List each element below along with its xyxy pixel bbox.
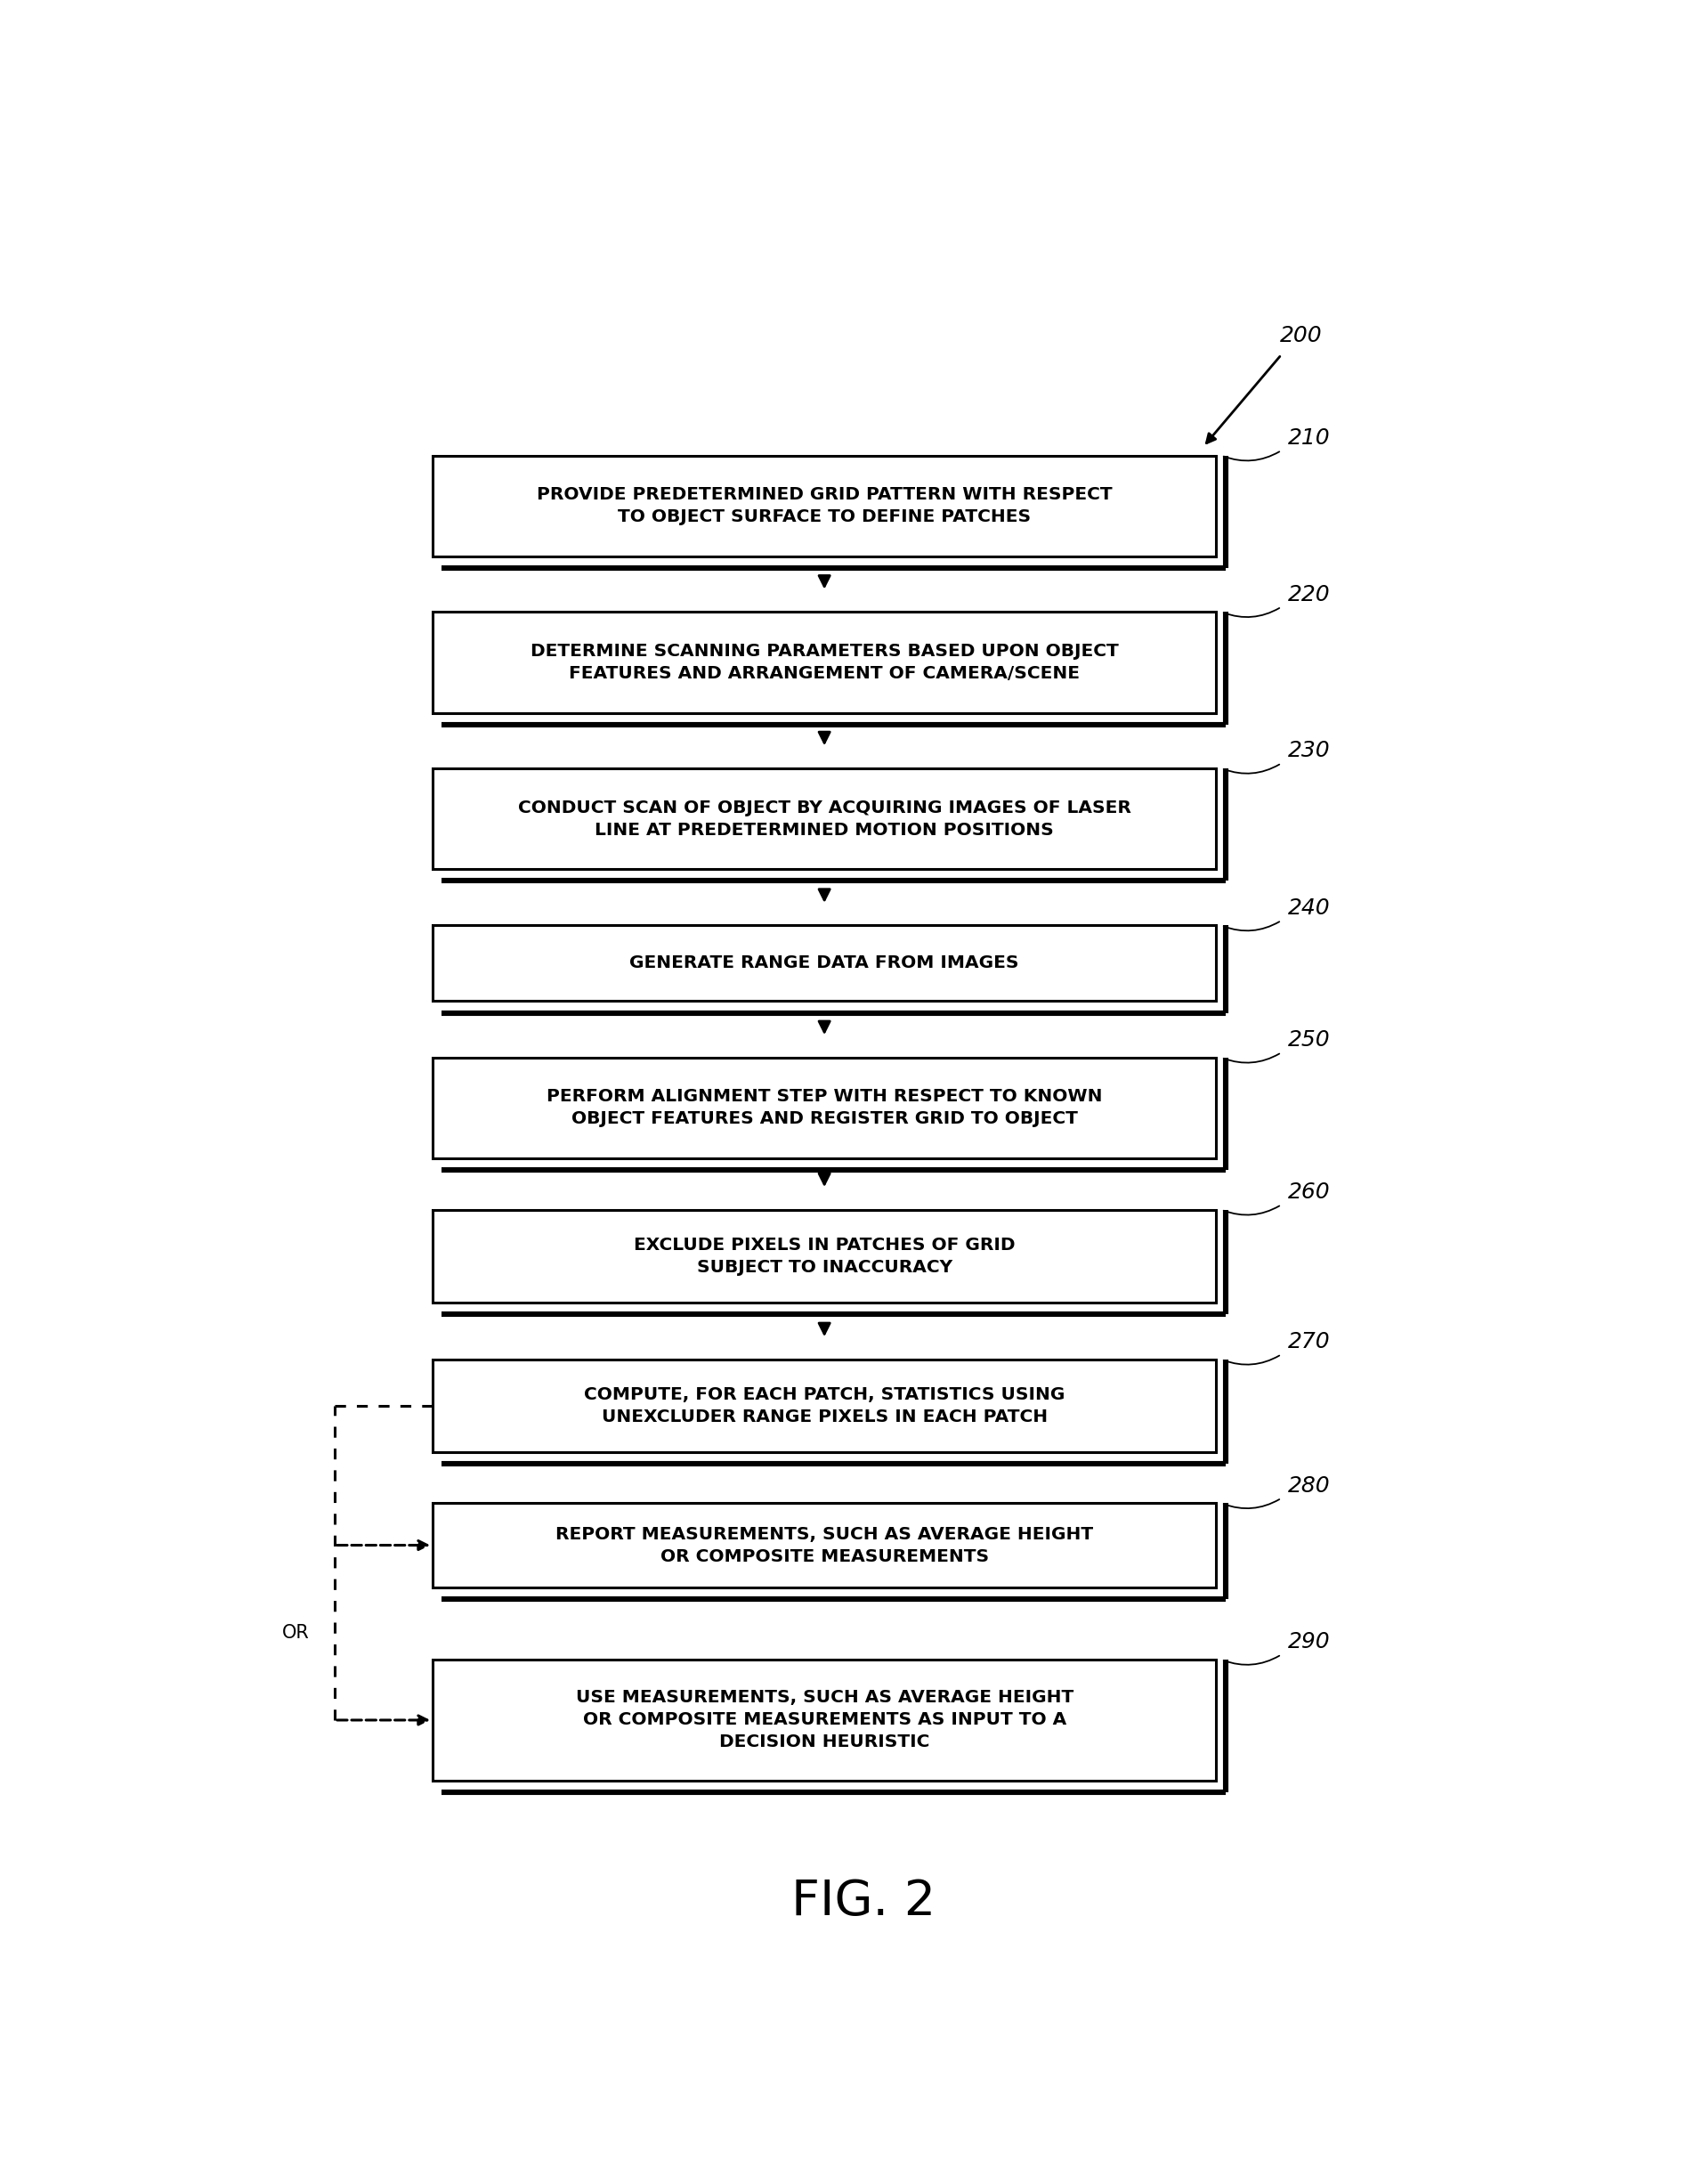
Text: 260: 260 xyxy=(1287,1182,1331,1203)
Text: GENERATE RANGE DATA FROM IMAGES: GENERATE RANGE DATA FROM IMAGES xyxy=(630,954,1019,972)
Text: PROVIDE PREDETERMINED GRID PATTERN WITH RESPECT
TO OBJECT SURFACE TO DEFINE PATC: PROVIDE PREDETERMINED GRID PATTERN WITH … xyxy=(536,487,1112,526)
Text: 290: 290 xyxy=(1287,1631,1331,1653)
Text: 280: 280 xyxy=(1287,1474,1331,1496)
Text: EXCLUDE PIXELS IN PATCHES OF GRID
SUBJECT TO INACCURACY: EXCLUDE PIXELS IN PATCHES OF GRID SUBJEC… xyxy=(634,1236,1014,1275)
Text: REPORT MEASUREMENTS, SUCH AS AVERAGE HEIGHT
OR COMPOSITE MEASUREMENTS: REPORT MEASUREMENTS, SUCH AS AVERAGE HEI… xyxy=(556,1527,1094,1564)
Text: OR: OR xyxy=(281,1623,308,1642)
Bar xyxy=(433,1057,1217,1158)
Text: 250: 250 xyxy=(1287,1029,1331,1051)
Text: CONDUCT SCAN OF OBJECT BY ACQUIRING IMAGES OF LASER
LINE AT PREDETERMINED MOTION: CONDUCT SCAN OF OBJECT BY ACQUIRING IMAG… xyxy=(517,799,1131,839)
Text: 270: 270 xyxy=(1287,1332,1331,1352)
Text: PERFORM ALIGNMENT STEP WITH RESPECT TO KNOWN
OBJECT FEATURES AND REGISTER GRID T: PERFORM ALIGNMENT STEP WITH RESPECT TO K… xyxy=(546,1088,1102,1127)
Bar xyxy=(433,1660,1217,1780)
Bar xyxy=(433,1210,1217,1302)
Bar xyxy=(433,926,1217,1000)
Bar xyxy=(433,1503,1217,1588)
Text: 220: 220 xyxy=(1287,583,1331,605)
Text: DETERMINE SCANNING PARAMETERS BASED UPON OBJECT
FEATURES AND ARRANGEMENT OF CAME: DETERMINE SCANNING PARAMETERS BASED UPON… xyxy=(531,642,1119,681)
Text: 210: 210 xyxy=(1287,428,1331,448)
Text: 230: 230 xyxy=(1287,740,1331,762)
Text: 240: 240 xyxy=(1287,898,1331,919)
Bar xyxy=(433,769,1217,869)
Text: FIG. 2: FIG. 2 xyxy=(792,1878,935,1926)
Text: COMPUTE, FOR EACH PATCH, STATISTICS USING
UNEXCLUDER RANGE PIXELS IN EACH PATCH: COMPUTE, FOR EACH PATCH, STATISTICS USIN… xyxy=(585,1387,1065,1426)
Text: USE MEASUREMENTS, SUCH AS AVERAGE HEIGHT
OR COMPOSITE MEASUREMENTS AS INPUT TO A: USE MEASUREMENTS, SUCH AS AVERAGE HEIGHT… xyxy=(576,1690,1073,1752)
Bar xyxy=(433,1358,1217,1452)
Text: 200: 200 xyxy=(1281,325,1323,345)
Bar xyxy=(433,612,1217,712)
Bar xyxy=(433,456,1217,557)
